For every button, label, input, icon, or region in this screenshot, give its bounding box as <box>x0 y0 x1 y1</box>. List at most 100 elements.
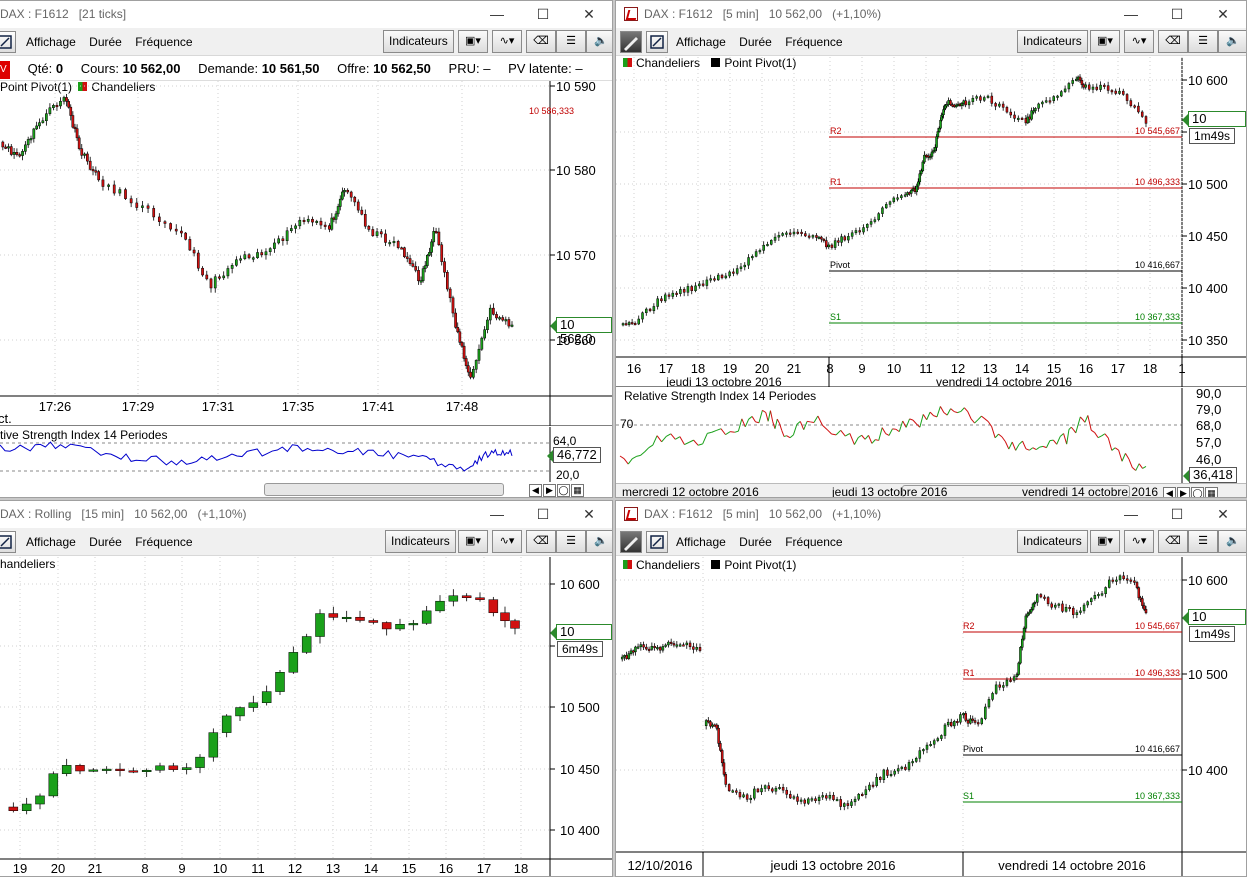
indicators-button[interactable]: Indicateurs <box>1017 530 1088 553</box>
maximize-button[interactable]: ☐ <box>1170 6 1184 22</box>
candle-5min <box>832 794 835 800</box>
price-chart-5min-2[interactable]: 10 600 10 500 10 400 12/10/2016 jeudi 13 oct… <box>616 557 1247 877</box>
candle-5min <box>1013 114 1016 119</box>
settings-button[interactable]: ☰ <box>556 530 586 553</box>
minimize-button[interactable]: — <box>1124 506 1138 522</box>
tick-candle <box>396 241 400 248</box>
close-button[interactable]: ✕ <box>1217 6 1229 22</box>
menu-affichage[interactable]: Affichage <box>26 35 76 49</box>
nav-left-button[interactable]: ◀ <box>529 484 542 497</box>
rsi-segment <box>792 424 798 435</box>
nav-right-button[interactable]: ▶ <box>543 484 556 497</box>
minimize-button[interactable]: — <box>490 6 504 22</box>
close-button[interactable]: ✕ <box>583 6 595 22</box>
x-axis-label: 17 <box>1111 361 1125 376</box>
menu-affichage[interactable]: Affichage <box>26 535 76 549</box>
draw-line-button[interactable]: ∿▾ <box>1124 30 1154 53</box>
nav-right-button[interactable]: ▶ <box>1177 487 1190 497</box>
rsi-segment <box>789 434 794 439</box>
menu-duree[interactable]: Durée <box>89 535 122 549</box>
candle-5min <box>698 283 701 287</box>
scroll-thumb[interactable] <box>902 485 1130 497</box>
zoom-icon[interactable] <box>0 531 16 553</box>
indicators-button[interactable]: Indicateurs <box>385 530 456 553</box>
candle-5min <box>932 740 936 745</box>
eraser-button[interactable]: ⌫ <box>526 530 556 553</box>
candle-5min <box>1009 679 1012 682</box>
menu-frequence[interactable]: Fréquence <box>785 535 843 549</box>
settings-button[interactable]: ☰ <box>1188 530 1218 553</box>
tick-candle <box>510 324 514 327</box>
close-button[interactable]: ✕ <box>583 506 595 522</box>
close-button[interactable]: ✕ <box>1217 506 1229 522</box>
rsi-segment <box>840 430 846 437</box>
candle-5min <box>661 646 665 651</box>
horizontal-scrollbar[interactable] <box>264 483 504 496</box>
eraser-button[interactable]: ⌫ <box>1158 30 1188 53</box>
draw-line-button[interactable]: ∿▾ <box>492 30 522 53</box>
chart-type-button[interactable]: ▣▾ <box>458 30 488 53</box>
candle-5min <box>647 648 651 651</box>
tick-price-chart[interactable]: 10 590 10 580 10 570 10 560 17:26 17:29 17:31 1… <box>0 81 613 426</box>
candle-5min <box>892 197 896 203</box>
settings-button[interactable]: ☰ <box>1188 30 1218 53</box>
menu-affichage[interactable]: Affichage <box>676 535 726 549</box>
zoom-icon[interactable] <box>646 31 668 53</box>
indicators-button[interactable]: Indicateurs <box>383 30 454 53</box>
indicators-button[interactable]: Indicateurs <box>1017 30 1088 53</box>
tick-candle <box>146 205 150 209</box>
draw-line-button[interactable]: ∿▾ <box>492 530 522 553</box>
candle-15min <box>421 610 432 624</box>
nav-fit-button[interactable]: ▦ <box>1205 487 1218 497</box>
candle-5min <box>777 235 781 238</box>
drawing-tools-icon[interactable] <box>620 31 642 53</box>
nav-buttons: ◀ ▶ ◯ ▦ <box>1162 485 1218 497</box>
sound-icon[interactable]: 🔈 <box>1218 530 1246 553</box>
draw-line-button[interactable]: ∿▾ <box>1124 530 1154 553</box>
chart-type-button[interactable]: ▣▾ <box>1090 530 1120 553</box>
eraser-button[interactable]: ⌫ <box>526 30 556 53</box>
nav-left-button[interactable]: ◀ <box>1163 487 1176 497</box>
menu-frequence[interactable]: Fréquence <box>135 535 193 549</box>
y-axis-label: 10 560 <box>556 333 596 348</box>
legend-candles: handeliers <box>0 557 56 571</box>
toolbar: Affichage Durée Fréquence Indicateurs ▣▾… <box>0 28 612 56</box>
menu-affichage[interactable]: Affichage <box>676 35 726 49</box>
maximize-button[interactable]: ☐ <box>536 506 550 522</box>
settings-button[interactable]: ☰ <box>556 30 586 53</box>
drawing-tools-icon[interactable] <box>620 531 642 553</box>
maximize-button[interactable]: ☐ <box>536 6 550 22</box>
candle-15min <box>448 595 459 602</box>
minimize-button[interactable]: — <box>1124 6 1138 22</box>
candle-5min <box>623 655 626 658</box>
nav-zoom-button[interactable]: ◯ <box>1191 487 1204 497</box>
chart-type-button[interactable]: ▣▾ <box>458 530 488 553</box>
menu-frequence[interactable]: Fréquence <box>785 35 843 49</box>
menu-duree[interactable]: Durée <box>739 35 772 49</box>
order-button[interactable]: V <box>0 60 10 79</box>
sound-icon[interactable]: 🔈 <box>586 530 612 553</box>
zoom-icon[interactable] <box>646 531 668 553</box>
price-tag: 10 562,0 <box>550 624 612 653</box>
chart-type-button[interactable]: ▣▾ <box>1090 30 1120 53</box>
legend-pivot: Point Pivot(1) <box>724 56 797 70</box>
rsi-panel[interactable]: Relative Strength Index 14 Periodes 70 90,… <box>616 388 1247 483</box>
candle-15min <box>510 620 520 629</box>
sound-icon[interactable]: 🔈 <box>586 30 612 53</box>
maximize-button[interactable]: ☐ <box>1170 506 1184 522</box>
menu-duree[interactable]: Durée <box>89 35 122 49</box>
date-scrollbar[interactable]: mercredi 12 octobre 2016 jeudi 13 octobr… <box>616 483 1246 497</box>
minimize-button[interactable]: — <box>490 506 504 522</box>
sound-icon[interactable]: 🔈 <box>1218 30 1246 53</box>
nav-fit-button[interactable]: ▦ <box>571 484 584 497</box>
rsi-panel[interactable]: tive Strength Index 14 Periodes 64,0 20,0 <box>0 427 613 482</box>
tick-candle <box>428 252 431 256</box>
candle-5min <box>1125 94 1129 101</box>
menu-duree[interactable]: Durée <box>739 535 772 549</box>
menu-frequence[interactable]: Fréquence <box>135 35 193 49</box>
nav-zoom-button[interactable]: ◯ <box>557 484 570 497</box>
zoom-icon[interactable] <box>0 31 16 53</box>
eraser-button[interactable]: ⌫ <box>1158 530 1188 553</box>
